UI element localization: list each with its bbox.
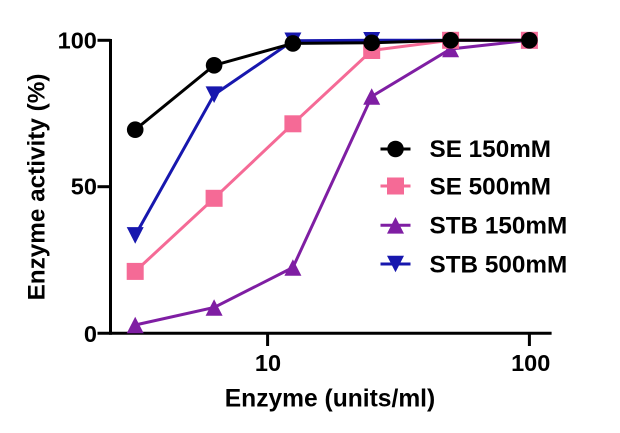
svg-text:STB 500mM: STB 500mM [430, 251, 568, 278]
svg-text:100: 100 [58, 28, 97, 54]
svg-text:SE 150mM: SE 150mM [430, 136, 552, 163]
svg-text:SE 500mM: SE 500mM [430, 173, 552, 200]
svg-text:0: 0 [84, 321, 97, 347]
svg-text:STB 150mM: STB 150mM [430, 213, 568, 240]
svg-text:100: 100 [511, 350, 550, 376]
svg-text:10: 10 [255, 350, 281, 376]
svg-text:Enzyme (units/ml): Enzyme (units/ml) [225, 385, 435, 412]
svg-text:50: 50 [71, 174, 97, 200]
svg-text:Enzyme activity (%): Enzyme activity (%) [23, 74, 50, 301]
